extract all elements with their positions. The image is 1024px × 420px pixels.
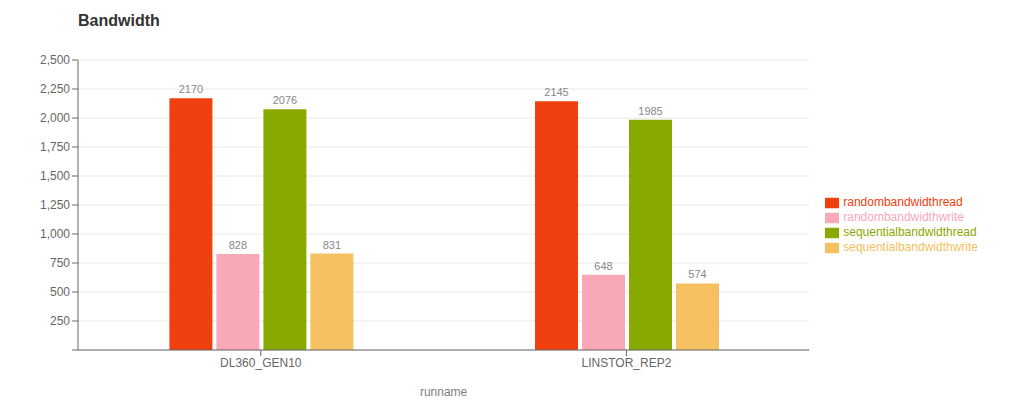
svg-text:1,500: 1,500 [40, 169, 70, 183]
html-text:Bandwidth: Bandwidth [78, 12, 160, 29]
svg-text:runname: runname [420, 385, 468, 399]
html-text:randombandwidthwrite: randombandwidthwrite [843, 210, 964, 225]
html-text:randombandwidthread: randombandwidthread [843, 195, 963, 210]
svg-text:2170: 2170 [179, 83, 203, 95]
svg-text:2,250: 2,250 [40, 82, 70, 96]
html-text:sequentialbandwidthread: sequentialbandwidthread [843, 225, 977, 239]
svg-text:DL360_GEN10: DL360_GEN10 [220, 356, 302, 370]
svg-text:1,250: 1,250 [40, 198, 70, 212]
svg-text:1985: 1985 [638, 105, 662, 117]
svg-text:250: 250 [50, 314, 70, 328]
svg-text:750: 750 [50, 256, 70, 270]
html-text:sequentialbandwidthwrite: sequentialbandwidthwrite [843, 239, 978, 254]
svg-text:2,000: 2,000 [40, 111, 70, 125]
svg-text:1,750: 1,750 [40, 140, 70, 154]
svg-text:2076: 2076 [273, 94, 297, 106]
svg-text:1,000: 1,000 [40, 227, 70, 241]
svg-text:648: 648 [594, 260, 612, 272]
svg-text:2145: 2145 [544, 86, 568, 98]
svg-text:831: 831 [323, 239, 341, 251]
svg-text:574: 574 [688, 268, 706, 280]
svg-text:LINSTOR_REP2: LINSTOR_REP2 [582, 356, 672, 370]
svg-text:828: 828 [229, 239, 247, 251]
svg-text:500: 500 [50, 285, 70, 299]
svg-text:2,500: 2,500 [40, 53, 70, 67]
